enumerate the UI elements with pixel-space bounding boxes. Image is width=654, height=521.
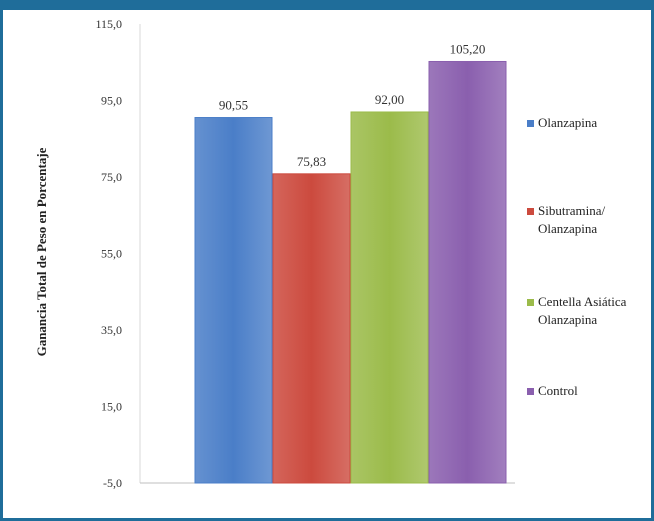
y-axis-label: Ganancia Total de Peso en Porcentaje [34,147,49,356]
data-label: 90,55 [219,98,248,113]
y-tick-label: -5,0 [103,476,122,490]
legend-label: Olanzapina [538,312,597,327]
legend-swatch [527,388,534,395]
bar [194,117,273,484]
data-label: 75,83 [297,154,326,169]
y-tick-label: 35,0 [101,323,122,337]
y-tick-label: 115,0 [95,17,122,31]
legend-swatch [527,120,534,127]
bar [272,173,351,484]
data-label: 92,00 [375,92,404,107]
legend-swatch [527,299,534,306]
y-tick-label: 55,0 [101,247,122,261]
y-tick-label: 15,0 [101,400,122,414]
legend-label: Olanzapina [538,221,597,236]
legend-swatch [527,208,534,215]
legend-label: Olanzapina [538,115,597,130]
legend-label: Centella Asiática [538,294,627,309]
data-labels: 90,55 75,83 92,00 105,20 [219,41,486,168]
bar [428,60,507,484]
legend-label: Sibutramina/ [538,203,606,218]
legend-label: Control [538,383,578,398]
bar [350,111,429,484]
data-label: 105,20 [450,41,486,56]
y-tick-label: 75,0 [101,170,122,184]
bars [194,60,507,484]
legend: Olanzapina Sibutramina/Olanzapina Centella… [527,115,627,398]
y-tick-labels: -5,0 15,0 35,0 55,0 75,0 95,0 115,0 [95,17,122,490]
y-tick-label: 95,0 [101,94,122,108]
